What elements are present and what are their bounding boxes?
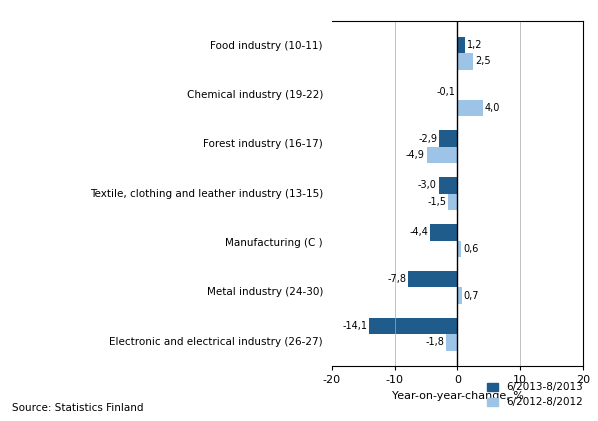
Text: 4,0: 4,0 (484, 103, 500, 113)
Text: -4,4: -4,4 (409, 227, 428, 237)
Bar (369, 318, 457, 334)
Text: 0,7: 0,7 (464, 290, 479, 301)
Legend: 6/2013-8/2013, 6/2012-8/2012: 6/2013-8/2013, 6/2012-8/2012 (483, 378, 587, 412)
Text: -14,1: -14,1 (342, 321, 367, 331)
Bar (439, 177, 457, 194)
Bar (427, 147, 457, 163)
Bar (448, 194, 457, 210)
Bar (408, 271, 457, 288)
Bar (457, 100, 483, 116)
Bar (457, 53, 473, 69)
Text: 2,5: 2,5 (475, 56, 491, 67)
Text: -1,5: -1,5 (427, 197, 446, 207)
Bar (430, 224, 457, 240)
Bar (457, 240, 461, 257)
Bar (457, 288, 462, 304)
Text: Electronic and electrical industry (26-27): Electronic and electrical industry (26-2… (109, 337, 323, 346)
Bar (446, 334, 457, 351)
Text: 1,2: 1,2 (467, 40, 483, 50)
Text: Textile, clothing and leather industry (13-15): Textile, clothing and leather industry (… (90, 189, 323, 199)
Text: Chemical industry (19-22): Chemical industry (19-22) (187, 90, 323, 100)
Text: -7,8: -7,8 (388, 274, 407, 284)
Text: Manufacturing (C ): Manufacturing (C ) (225, 238, 323, 248)
Text: Metal industry (24-30): Metal industry (24-30) (206, 287, 323, 297)
Text: Source: Statistics Finland: Source: Statistics Finland (12, 402, 144, 413)
Text: -1,8: -1,8 (425, 337, 444, 347)
Text: Food industry (10-11): Food industry (10-11) (210, 41, 323, 51)
Text: -4,9: -4,9 (406, 150, 425, 160)
Text: Forest industry (16-17): Forest industry (16-17) (203, 139, 323, 149)
Bar (457, 37, 465, 53)
Text: -0,1: -0,1 (436, 87, 455, 97)
X-axis label: Year-on-year-change, %: Year-on-year-change, % (392, 391, 523, 401)
Text: -2,9: -2,9 (419, 133, 437, 144)
Text: -3,0: -3,0 (418, 181, 437, 190)
Text: 0,6: 0,6 (463, 244, 478, 254)
Bar (440, 131, 457, 147)
